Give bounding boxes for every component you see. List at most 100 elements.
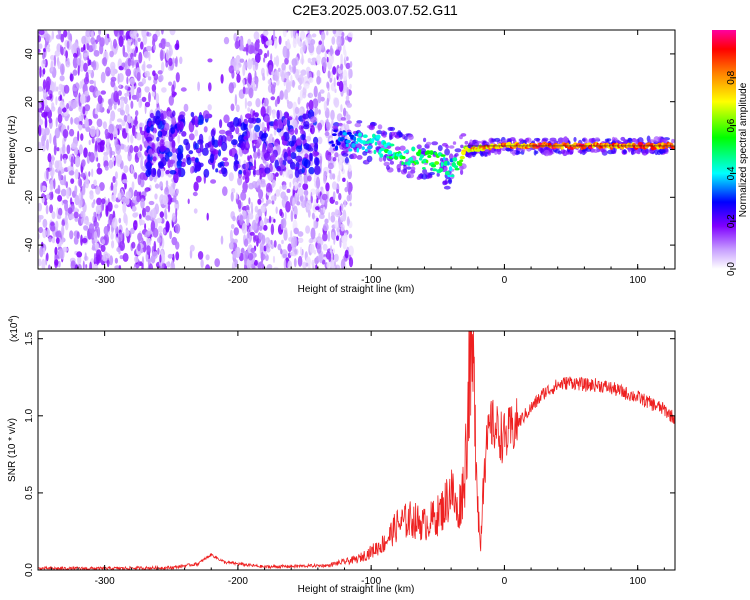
spectrogram-cell xyxy=(151,91,156,97)
spectrogram-cell xyxy=(172,153,177,161)
spectrogram-cell xyxy=(454,167,460,171)
spectrogram-cell xyxy=(327,70,331,79)
spectrogram-cell xyxy=(139,213,142,220)
spectrogram-cell xyxy=(64,200,69,212)
spectrogram-cell xyxy=(176,188,180,195)
spectrogram-cell xyxy=(324,218,329,224)
spectrogram-cell xyxy=(50,60,54,72)
spectrogram-cell xyxy=(45,42,47,48)
spectrogram-cell xyxy=(144,223,147,230)
spectrogram-cell xyxy=(166,111,173,117)
spectrogram-cell xyxy=(63,84,70,94)
spectrogram-cell xyxy=(106,137,110,147)
spectrogram-cell xyxy=(299,194,304,202)
spectrogram-cell xyxy=(346,102,353,108)
spectrogram-cell xyxy=(96,197,102,206)
spectrogram-cell xyxy=(55,254,59,259)
snr-scale-exp: 4 xyxy=(8,319,15,323)
spectrogram-cell xyxy=(248,124,253,129)
spectrogram-cell xyxy=(460,144,464,149)
colorbar-tick-label: 0.0 xyxy=(726,262,737,276)
spectrogram-cell xyxy=(274,99,278,107)
spectrogram-cell xyxy=(94,221,99,229)
spectrogram-cell xyxy=(92,60,97,71)
spectrogram-cell xyxy=(158,162,164,169)
spectrogram-cell xyxy=(340,63,344,71)
spectrogram-cell xyxy=(316,69,321,78)
spectrogram-cell xyxy=(154,183,160,189)
spectrogram-cell xyxy=(256,178,262,187)
spectrogram-cell xyxy=(136,132,142,141)
spectrogram-cell xyxy=(285,40,288,46)
spectrogram-cell xyxy=(168,57,173,67)
x-tick-label: -300 xyxy=(95,576,115,587)
spectrogram-cell xyxy=(88,223,95,234)
spectrogram-cell xyxy=(171,146,176,153)
spectrogram-cell xyxy=(445,144,449,149)
spectrogram-cell xyxy=(658,148,666,154)
spectrogram-cell xyxy=(333,97,340,108)
spectrogram-cell xyxy=(57,30,62,35)
spectrogram-cell xyxy=(50,54,55,61)
spectrogram-cell xyxy=(281,184,287,190)
spectrogram-cell xyxy=(84,104,91,112)
spectrogram-cell xyxy=(38,35,42,43)
spectrogram-cell xyxy=(336,81,341,86)
spectrogram-cell xyxy=(254,124,261,133)
spectrogram-cell xyxy=(161,61,165,73)
spectrogram-cell xyxy=(444,170,450,176)
spectrogram-cell xyxy=(192,191,198,197)
spectrogram-cell xyxy=(266,264,273,269)
spectrogram-cell xyxy=(140,244,144,249)
spectrogram-cell xyxy=(122,179,128,184)
spectrogram-cell xyxy=(426,144,430,149)
spectrogram-cell xyxy=(543,149,550,157)
spectrogram-cell xyxy=(45,76,51,88)
spectrogram-cell xyxy=(171,259,174,268)
spectrogram-cell xyxy=(361,146,365,151)
spectrogram-cell xyxy=(102,121,107,130)
spectrogram-cell xyxy=(136,71,141,82)
snr-scale-note: (x104) xyxy=(8,315,20,342)
spectrogram-cell xyxy=(96,254,101,264)
spectrogram-cell xyxy=(430,163,437,168)
spectrogram-cell xyxy=(330,214,336,223)
spectrogram-cell xyxy=(159,211,164,219)
spectrogram-cell xyxy=(332,125,338,129)
spectrogram-cell xyxy=(287,243,293,252)
spectrogram-cell xyxy=(351,143,356,148)
spectrogram-cell xyxy=(163,122,170,132)
spectrogram-cell xyxy=(67,125,70,131)
spectrogram-cell xyxy=(189,166,194,174)
spectrogram-cell xyxy=(533,137,541,142)
spectrogram-cell xyxy=(319,213,325,220)
spectrogram-cell xyxy=(286,156,292,161)
spectrogram-cell xyxy=(218,129,226,135)
spectrogram-cell xyxy=(310,92,313,98)
spectrogram-cell xyxy=(407,160,411,166)
spectrogram-cell xyxy=(247,107,251,113)
spectrogram-cell xyxy=(254,112,259,118)
spectrogram-cell xyxy=(126,145,131,153)
spectrogram-cell xyxy=(244,238,249,247)
spectrogram-cell xyxy=(231,139,238,146)
spectrogram-cell xyxy=(122,201,127,214)
spectrogram-cell xyxy=(72,69,78,76)
spectrogram-cell xyxy=(290,30,294,39)
spectrogram-cell xyxy=(255,213,259,224)
spectrogram-cell xyxy=(276,166,282,172)
spectrogram-cell xyxy=(440,154,446,157)
spectrogram-cell xyxy=(147,154,151,163)
spectrogram-cell xyxy=(83,62,88,72)
spectrogram-cell xyxy=(329,77,333,83)
spectrogram-cell xyxy=(310,116,317,123)
spectrogram-cell xyxy=(496,148,502,155)
spectrogram-cell xyxy=(322,243,328,251)
spectrogram-cell xyxy=(42,79,47,90)
spectrogram-cell xyxy=(205,254,210,261)
spectrogram-cell xyxy=(328,211,331,221)
spectrogram-cell xyxy=(301,53,304,66)
spectrogram-cell xyxy=(245,113,252,119)
spectrogram-cell xyxy=(187,198,190,205)
spectrogram-cell xyxy=(248,252,254,261)
